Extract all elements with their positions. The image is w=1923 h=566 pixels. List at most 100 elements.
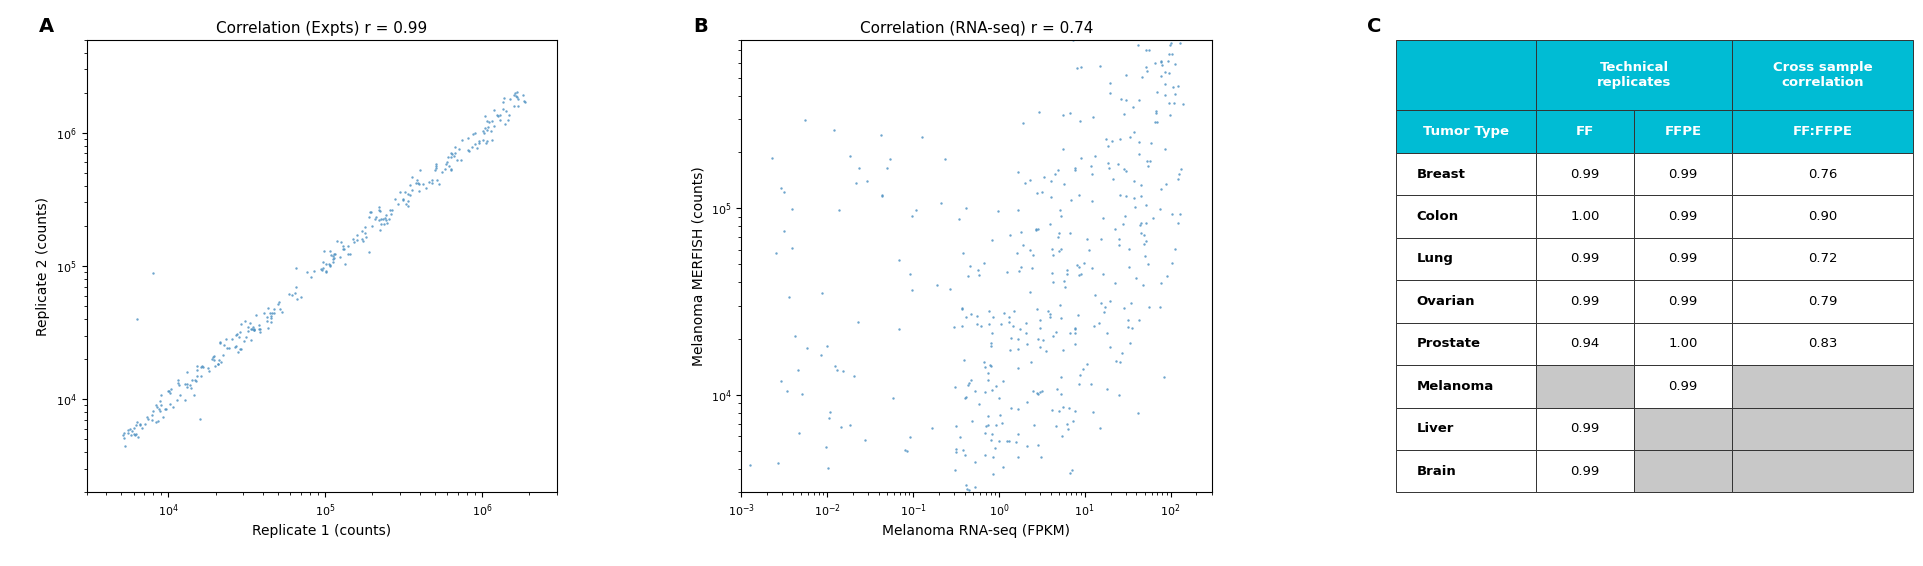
Point — [327, 245, 358, 254]
Point — [235, 319, 265, 328]
Point — [769, 226, 800, 235]
Point — [1063, 117, 1094, 126]
Point — [1119, 5, 1150, 14]
Point — [1077, 170, 1108, 179]
Point — [192, 364, 223, 373]
Point — [444, 145, 475, 154]
Point — [765, 376, 796, 385]
Point — [946, 536, 977, 545]
Point — [806, 289, 837, 298]
Point — [971, 422, 1002, 431]
Point — [237, 325, 267, 334]
Point — [227, 345, 258, 354]
Point — [1133, 45, 1163, 54]
Point — [1011, 397, 1042, 406]
Point — [1090, 18, 1121, 27]
Point — [1160, 60, 1190, 69]
Point — [1106, 348, 1136, 357]
Point — [385, 187, 415, 196]
Point — [1115, 298, 1146, 307]
Point — [1017, 264, 1048, 273]
Point — [787, 389, 817, 398]
Point — [204, 338, 235, 347]
Point — [810, 442, 840, 451]
Point — [263, 300, 294, 309]
Text: A: A — [38, 17, 54, 36]
Point — [281, 282, 312, 291]
Point — [1127, 72, 1158, 82]
Point — [325, 237, 356, 246]
Point — [1088, 308, 1119, 317]
Point — [1060, 163, 1090, 172]
Point — [388, 196, 419, 205]
Point — [1056, 469, 1086, 478]
Point — [467, 127, 498, 136]
Point — [921, 280, 952, 289]
Point — [969, 451, 1000, 460]
Point — [1010, 179, 1040, 188]
Text: 0.90: 0.90 — [1808, 210, 1838, 223]
Point — [333, 250, 363, 259]
Point — [1015, 288, 1046, 297]
Point — [1104, 391, 1135, 400]
Point — [137, 415, 167, 424]
Point — [981, 420, 1011, 429]
Text: 0.72: 0.72 — [1808, 252, 1838, 265]
Point — [1129, 280, 1160, 289]
Point — [1085, 61, 1115, 70]
Point — [1129, 239, 1160, 248]
Point — [940, 448, 971, 457]
Point — [177, 375, 208, 384]
Point — [1086, 299, 1117, 308]
Point — [1113, 322, 1144, 331]
Point — [1088, 214, 1119, 223]
Point — [508, 91, 538, 100]
Point — [1023, 335, 1054, 344]
Point — [238, 324, 269, 333]
FancyBboxPatch shape — [1733, 238, 1913, 280]
Point — [988, 308, 1019, 317]
Point — [312, 259, 342, 268]
Point — [1125, 192, 1156, 201]
Point — [1113, 316, 1144, 325]
Point — [952, 271, 983, 280]
Point — [1154, 110, 1185, 119]
Point — [115, 426, 146, 435]
Text: Brain: Brain — [1417, 465, 1456, 478]
Point — [381, 195, 412, 204]
Point — [1033, 306, 1063, 315]
Point — [1046, 314, 1077, 323]
Point — [469, 123, 500, 132]
Point — [421, 164, 452, 173]
Text: Breast: Breast — [1417, 168, 1465, 181]
Point — [198, 351, 229, 361]
Point — [969, 428, 1000, 438]
Point — [369, 213, 400, 222]
Point — [946, 494, 977, 503]
Point — [1150, 67, 1181, 76]
Point — [1119, 127, 1150, 136]
Point — [1052, 419, 1083, 428]
Point — [260, 309, 290, 318]
Point — [225, 319, 256, 328]
Point — [233, 322, 263, 331]
Point — [994, 541, 1025, 550]
FancyBboxPatch shape — [1536, 408, 1635, 450]
FancyBboxPatch shape — [1536, 323, 1635, 365]
Point — [388, 194, 419, 203]
Point — [812, 342, 842, 351]
Point — [1060, 407, 1090, 416]
Point — [365, 215, 396, 224]
Point — [469, 111, 500, 120]
Point — [392, 190, 423, 199]
Point — [1002, 334, 1033, 343]
Point — [1090, 134, 1121, 143]
Point — [992, 437, 1023, 446]
Point — [1100, 278, 1131, 288]
Point — [1061, 63, 1092, 72]
Point — [1117, 323, 1148, 332]
Point — [1077, 197, 1108, 206]
Point — [952, 485, 983, 494]
Point — [894, 432, 925, 441]
Point — [935, 284, 965, 293]
